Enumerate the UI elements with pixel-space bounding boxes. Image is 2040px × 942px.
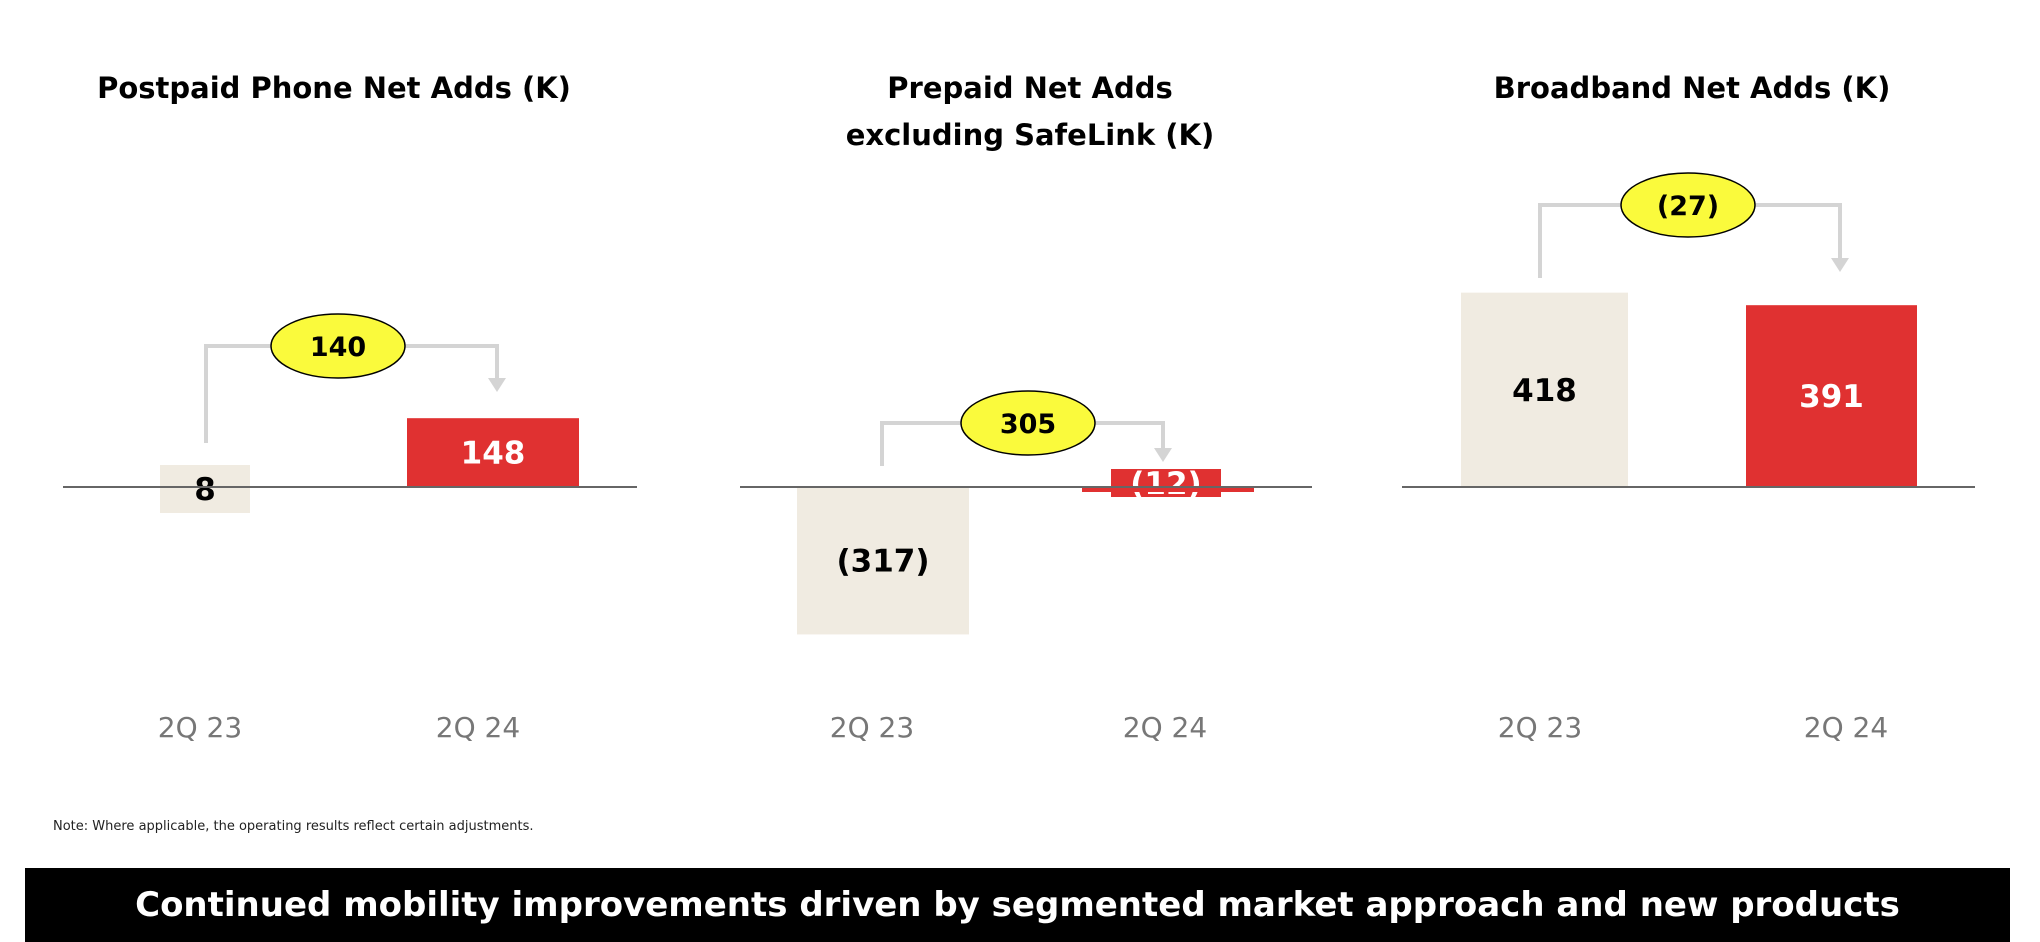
chart3-category-label-1: 2Q 23: [1498, 711, 1582, 744]
chart3-value-label-1: 418: [1512, 373, 1577, 409]
chart1-category-label-2: 2Q 24: [436, 711, 520, 744]
chart3-category-label-2: 2Q 24: [1804, 711, 1888, 744]
chart2-value-label-1: (317): [836, 544, 929, 580]
chart1-change-label: 140: [310, 332, 366, 363]
chart3-title-line-1: Broadband Net Adds (K): [1494, 71, 1891, 105]
chart3-bar-2q23: [1461, 292, 1628, 487]
chart1-value-label-1: 8: [194, 472, 216, 508]
chart3-change-label: (27): [1657, 191, 1719, 222]
chart1-bar-2q23: [160, 465, 250, 513]
chart2-title-line-2: excluding SafeLink (K): [846, 118, 1215, 152]
chart2-title-line-1: Prepaid Net Adds: [887, 71, 1172, 105]
takeaway-banner: Continued mobility improvements driven b…: [25, 868, 2010, 942]
net-adds-charts: Postpaid Phone Net Adds (K) 8 148 140 2Q 23 2…: [63, 71, 1975, 744]
footnote: Note: Where applicable, the operating re…: [53, 819, 534, 834]
chart2-bar-2q24: [1111, 469, 1221, 497]
chart3-value-label-2: 391: [1799, 379, 1864, 415]
chart3-bar-2q24: [1746, 305, 1917, 487]
chart1-down-arrow-icon: [488, 378, 506, 392]
chart2-current-stub: [1082, 488, 1254, 492]
chart2-category-label-1: 2Q 23: [830, 711, 914, 744]
chart2-category-label-2: 2Q 24: [1123, 711, 1207, 744]
chart2-down-arrow-icon: [1154, 448, 1172, 462]
chart1-change-bubble: [270, 313, 406, 379]
chart2-change-label: 305: [1000, 409, 1056, 440]
chart1-category-label-1: 2Q 23: [158, 711, 242, 744]
chart1-value-label-2: 148: [461, 436, 526, 472]
chart2-change-bubble: [960, 390, 1096, 456]
chart2-value-label-2: (12): [1130, 466, 1201, 502]
chart3-down-arrow-icon: [1831, 258, 1849, 272]
chart2-bar-2q23: [797, 487, 969, 635]
chart1-title-line-1: Postpaid Phone Net Adds (K): [97, 71, 571, 105]
chart1-bar-2q24: [407, 418, 579, 487]
chart3-change-bubble: [1620, 172, 1756, 238]
